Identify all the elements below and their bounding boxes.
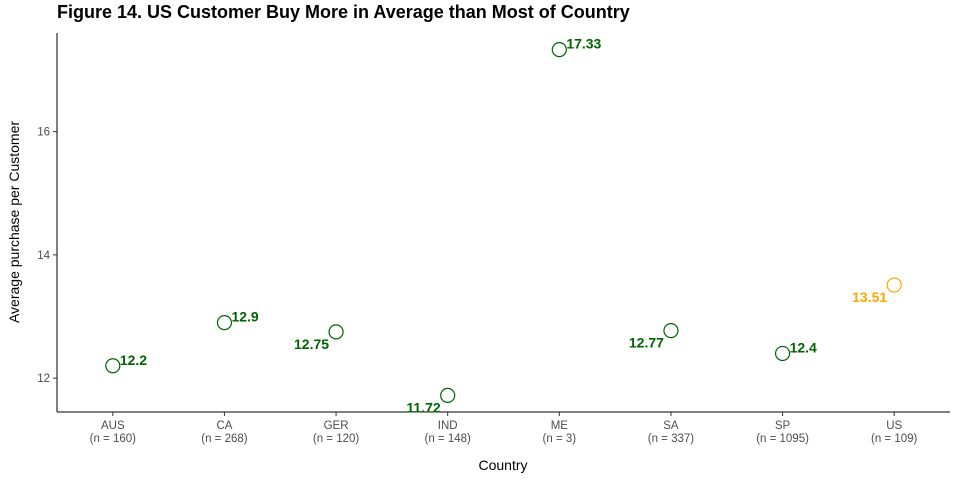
data-point: [886, 277, 902, 293]
y-tick-label: 12: [37, 373, 50, 385]
data-label: 12.9: [231, 309, 258, 325]
data-point: [551, 42, 567, 58]
x-tick-count-label: (n = 3): [543, 433, 577, 445]
data-point: [216, 315, 233, 331]
x-tick-count-label: (n = 148): [425, 433, 472, 445]
data-label: 12.4: [790, 339, 817, 355]
y-tick-label: 14: [37, 250, 50, 262]
x-tick-count-label: (n = 337): [648, 433, 695, 445]
data-label: 17.33: [566, 36, 601, 52]
x-tick-label: SA: [663, 420, 679, 432]
chart-title: Figure 14. US Customer Buy More in Avera…: [57, 2, 630, 22]
data-point: [328, 324, 344, 340]
x-tick-label: US: [886, 420, 902, 432]
x-tick-count-label: (n = 268): [201, 433, 248, 445]
y-axis-title: Average purchase per Customer: [6, 121, 22, 323]
data-point: [440, 387, 456, 403]
x-tick-count-label: (n = 1095): [756, 433, 809, 445]
x-tick-count-label: (n = 109): [871, 433, 918, 445]
x-tick-count-label: (n = 120): [313, 433, 360, 445]
data-label: 11.72: [406, 399, 440, 415]
x-tick-label: IND: [438, 420, 458, 432]
data-label: 12.75: [294, 336, 329, 352]
y-tick-label: 16: [37, 127, 50, 139]
data-point: [663, 323, 679, 339]
x-tick-label: AUS: [101, 420, 125, 432]
x-tick-label: CA: [216, 420, 232, 432]
data-point: [774, 345, 791, 362]
x-tick-label: GER: [324, 420, 349, 432]
data-label: 12.77: [629, 335, 664, 351]
data-label: 13.51: [852, 289, 887, 305]
x-tick-count-label: (n = 160): [90, 433, 137, 445]
x-axis-title: Country: [478, 457, 527, 473]
x-tick-label: SP: [775, 420, 791, 432]
x-tick-label: ME: [551, 420, 569, 432]
data-point: [105, 358, 121, 374]
data-label: 12.2: [120, 352, 147, 368]
